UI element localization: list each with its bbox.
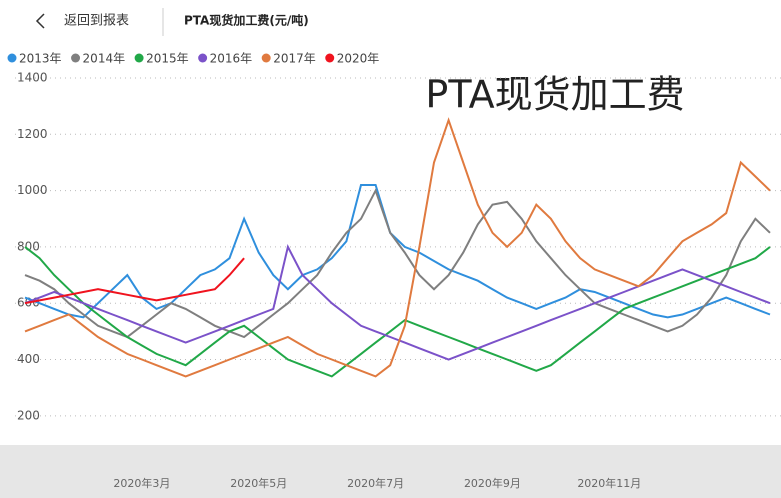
x-axis-band [0, 445, 781, 498]
series-line [24, 188, 771, 339]
legend-label: 2020年 [337, 52, 380, 66]
y-tick-label: 1400 [17, 71, 48, 85]
legend-label: 2015年 [146, 52, 189, 66]
legend-marker [71, 53, 81, 63]
legend-label: 2014年 [83, 52, 126, 66]
legend-label: 2017年 [273, 52, 316, 66]
legend-marker [261, 53, 271, 63]
legend-marker [134, 53, 144, 63]
legend-marker [325, 53, 335, 63]
x-tick-label: 2020年9月 [464, 476, 521, 490]
back-icon[interactable] [35, 13, 45, 29]
x-tick-label: 2020年7月 [347, 476, 404, 490]
series-line [24, 184, 771, 319]
x-tick-label: 2020年5月 [230, 476, 287, 490]
page-title: PTA现货加工费(元/吨) [184, 13, 309, 28]
chart-title: PTA现货加工费 [425, 73, 684, 117]
series-line [24, 117, 771, 378]
x-tick-label: 2020年3月 [113, 476, 170, 490]
y-tick-label: 800 [17, 239, 40, 253]
y-tick-label: 1000 [17, 183, 48, 197]
y-tick-label: 200 [17, 408, 40, 422]
y-tick-label: 1200 [17, 127, 48, 141]
series-line [24, 257, 245, 305]
series-line [24, 244, 771, 361]
legend-label: 2013年 [19, 52, 62, 66]
series-line [24, 246, 771, 378]
legend-label: 2016年 [210, 52, 253, 66]
legend-marker [7, 53, 17, 63]
back-link[interactable]: 返回到报表 [64, 14, 129, 29]
y-tick-label: 400 [17, 352, 40, 366]
legend-marker [198, 53, 208, 63]
x-tick-label: 2020年11月 [577, 476, 641, 490]
